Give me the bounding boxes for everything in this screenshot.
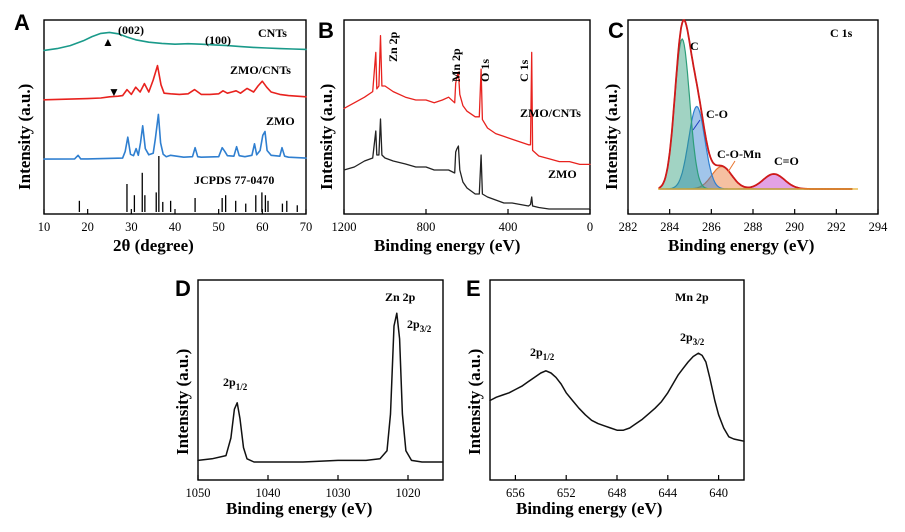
panel-letter-b: B [318, 18, 334, 43]
panel-c-ticklabel-294: 294 [869, 220, 889, 234]
panel-e-ticklabel-652: 652 [557, 486, 576, 500]
panel-d: D 1050 1040 1030 1020 Zn 2p 2p1/2 2p3/2 Bin… [173, 276, 444, 518]
panel-a-ticklabel-20: 20 [81, 220, 94, 234]
panel-a-series-zmo [43, 113, 307, 160]
panel-a-ticklabel-40: 40 [169, 220, 182, 234]
panel-c-ticklabel-292: 292 [827, 220, 846, 234]
panel-a-peak-002-label: (002) [118, 23, 144, 37]
panel-d-plot [197, 312, 444, 463]
panel-b-peak-zn2p: Zn 2p [386, 31, 400, 62]
panel-e-ticklabel-640: 640 [709, 486, 728, 500]
panel-e-frame [489, 279, 745, 481]
panel-a-label-zmo: ZMO [266, 114, 295, 128]
panel-d-frame [197, 279, 444, 481]
panel-a-label-jcpds: JCPDS 77-0470 [194, 173, 274, 187]
panel-c-co-leader [692, 119, 701, 131]
panel-a-ticklabel-70: 70 [300, 220, 313, 234]
panel-b-xlabel: Binding energy (eV) [374, 236, 520, 255]
panel-c-ticklabel-290: 290 [785, 220, 804, 234]
panel-b-peak-o1s: O 1s [478, 59, 492, 82]
panel-a-carbon-peak-marker: ▼ [108, 85, 120, 99]
panel-c-component-c [658, 37, 852, 190]
panel-e-peak-2p32: 2p3/2 [680, 330, 705, 347]
panel-c-plot [658, 19, 858, 190]
panel-e-ticklabel-648: 648 [608, 486, 627, 500]
panel-e-title: Mn 2p [675, 290, 709, 304]
panel-d-xticks: 1050 1040 1030 1020 [186, 475, 421, 500]
panel-d-xlabel: Binding energy (eV) [226, 499, 372, 518]
panel-a-cnt-peak-marker: ▲ [102, 35, 114, 49]
panel-d-ticklabel-1030: 1030 [326, 486, 351, 500]
panel-e-series-mn-2p [489, 352, 745, 442]
panel-e-plot [489, 352, 745, 442]
panel-a-peak-100-label: (100) [205, 33, 231, 47]
panel-e-ylabel: Intensity (a.u.) [465, 349, 484, 455]
panel-b-xticks: 1200 800 400 0 [332, 209, 593, 234]
panel-d-ticklabel-1040: 1040 [256, 486, 281, 500]
panel-e-peak-2p12: 2p1/2 [530, 345, 555, 362]
panel-a-ticklabel-50: 50 [212, 220, 225, 234]
panel-a-series-zmo-cnts [43, 64, 307, 101]
panel-letter-e: E [466, 276, 481, 301]
panel-b-label-zmo-cnts: ZMO/CNTs [520, 106, 581, 120]
panel-a-label-cnts: CNTs [258, 26, 287, 40]
panel-d-ticklabel-1020: 1020 [396, 486, 421, 500]
panel-d-series-zn-2p [197, 312, 444, 463]
panel-b-label-zmo: ZMO [548, 167, 577, 181]
panel-c-title: C 1s [830, 26, 853, 40]
panel-e-ticklabel-656: 656 [506, 486, 525, 500]
panel-c-label-comn: C-O-Mn [717, 147, 761, 161]
panel-b-peak-c1s: C 1s [517, 59, 531, 82]
panel-b-peak-mn2p: Mn 2p [449, 48, 463, 82]
panel-d-ticklabel-1050: 1050 [186, 486, 211, 500]
panel-letter-d: D [175, 276, 191, 301]
panel-c-label-c: C [690, 39, 699, 53]
panel-b-ticklabel-0: 0 [587, 220, 593, 234]
panel-c-ticklabel-288: 288 [744, 220, 763, 234]
panel-c-ticklabel-286: 286 [702, 220, 721, 234]
panel-letter-a: A [14, 10, 30, 35]
panel-c-ticklabel-284: 284 [660, 220, 680, 234]
panel-a-ticklabel-60: 60 [256, 220, 269, 234]
panel-b-frame [343, 19, 591, 215]
panel-a-xlabel: 2θ (degree) [113, 236, 194, 255]
panel-b-series-zmo-cnts [343, 34, 591, 166]
panel-c-label-co: C-O [706, 107, 728, 121]
panel-b: B 1200 800 400 0 Zn 2p Mn 2p O 1s C 1s ZMO/… [317, 18, 593, 255]
panel-c-xlabel: Binding energy (eV) [668, 236, 814, 255]
panel-a-series-cnts [43, 31, 307, 52]
panel-a-xticks: 10 20 30 40 50 60 70 [38, 209, 313, 234]
panel-c-xticks: 282 284 286 288 290 292 294 [619, 209, 889, 234]
panel-a-ticklabel-30: 30 [125, 220, 138, 234]
panel-c: C 282 284 286 288 290 292 294 C 1s C C-O C-O-M… [602, 18, 888, 255]
panel-b-plot [343, 34, 591, 210]
panel-a-ylabel: Intensity (a.u.) [15, 84, 34, 190]
panel-e: E 656 652 648 644 640 Mn 2p 2p1/2 2p3/2 Bind… [465, 276, 745, 518]
panel-c-ticklabel-282: 282 [619, 220, 638, 234]
panel-b-ticklabel-800: 800 [417, 220, 436, 234]
panel-b-series-zmo [343, 118, 591, 210]
panel-d-title: Zn 2p [385, 290, 416, 304]
panel-e-xlabel: Binding energy (eV) [516, 499, 662, 518]
panel-e-xticks: 656 652 648 644 640 [506, 475, 728, 500]
panel-b-ylabel: Intensity (a.u.) [317, 84, 336, 190]
panel-e-ticklabel-644: 644 [658, 486, 678, 500]
panel-d-peak-2p32: 2p3/2 [407, 317, 432, 334]
panel-a-plot [43, 31, 307, 212]
panel-c-comn-leader [727, 160, 736, 173]
panel-b-ticklabel-1200: 1200 [332, 220, 357, 234]
panel-a-ticklabel-10: 10 [38, 220, 51, 234]
panel-a-label-zmo-cnts: ZMO/CNTs [230, 63, 291, 77]
panel-d-peak-2p12: 2p1/2 [223, 375, 248, 392]
panel-d-ylabel: Intensity (a.u.) [173, 349, 192, 455]
panel-b-ticklabel-400: 400 [499, 220, 518, 234]
panel-a: A 10 20 30 40 50 60 70 (002) (100) ▲ ▼ CNTs ZM… [14, 10, 312, 255]
panel-c-ylabel: Intensity (a.u.) [602, 84, 621, 190]
panel-letter-c: C [608, 18, 624, 43]
panel-c-label-co-double: C=O [774, 154, 799, 168]
